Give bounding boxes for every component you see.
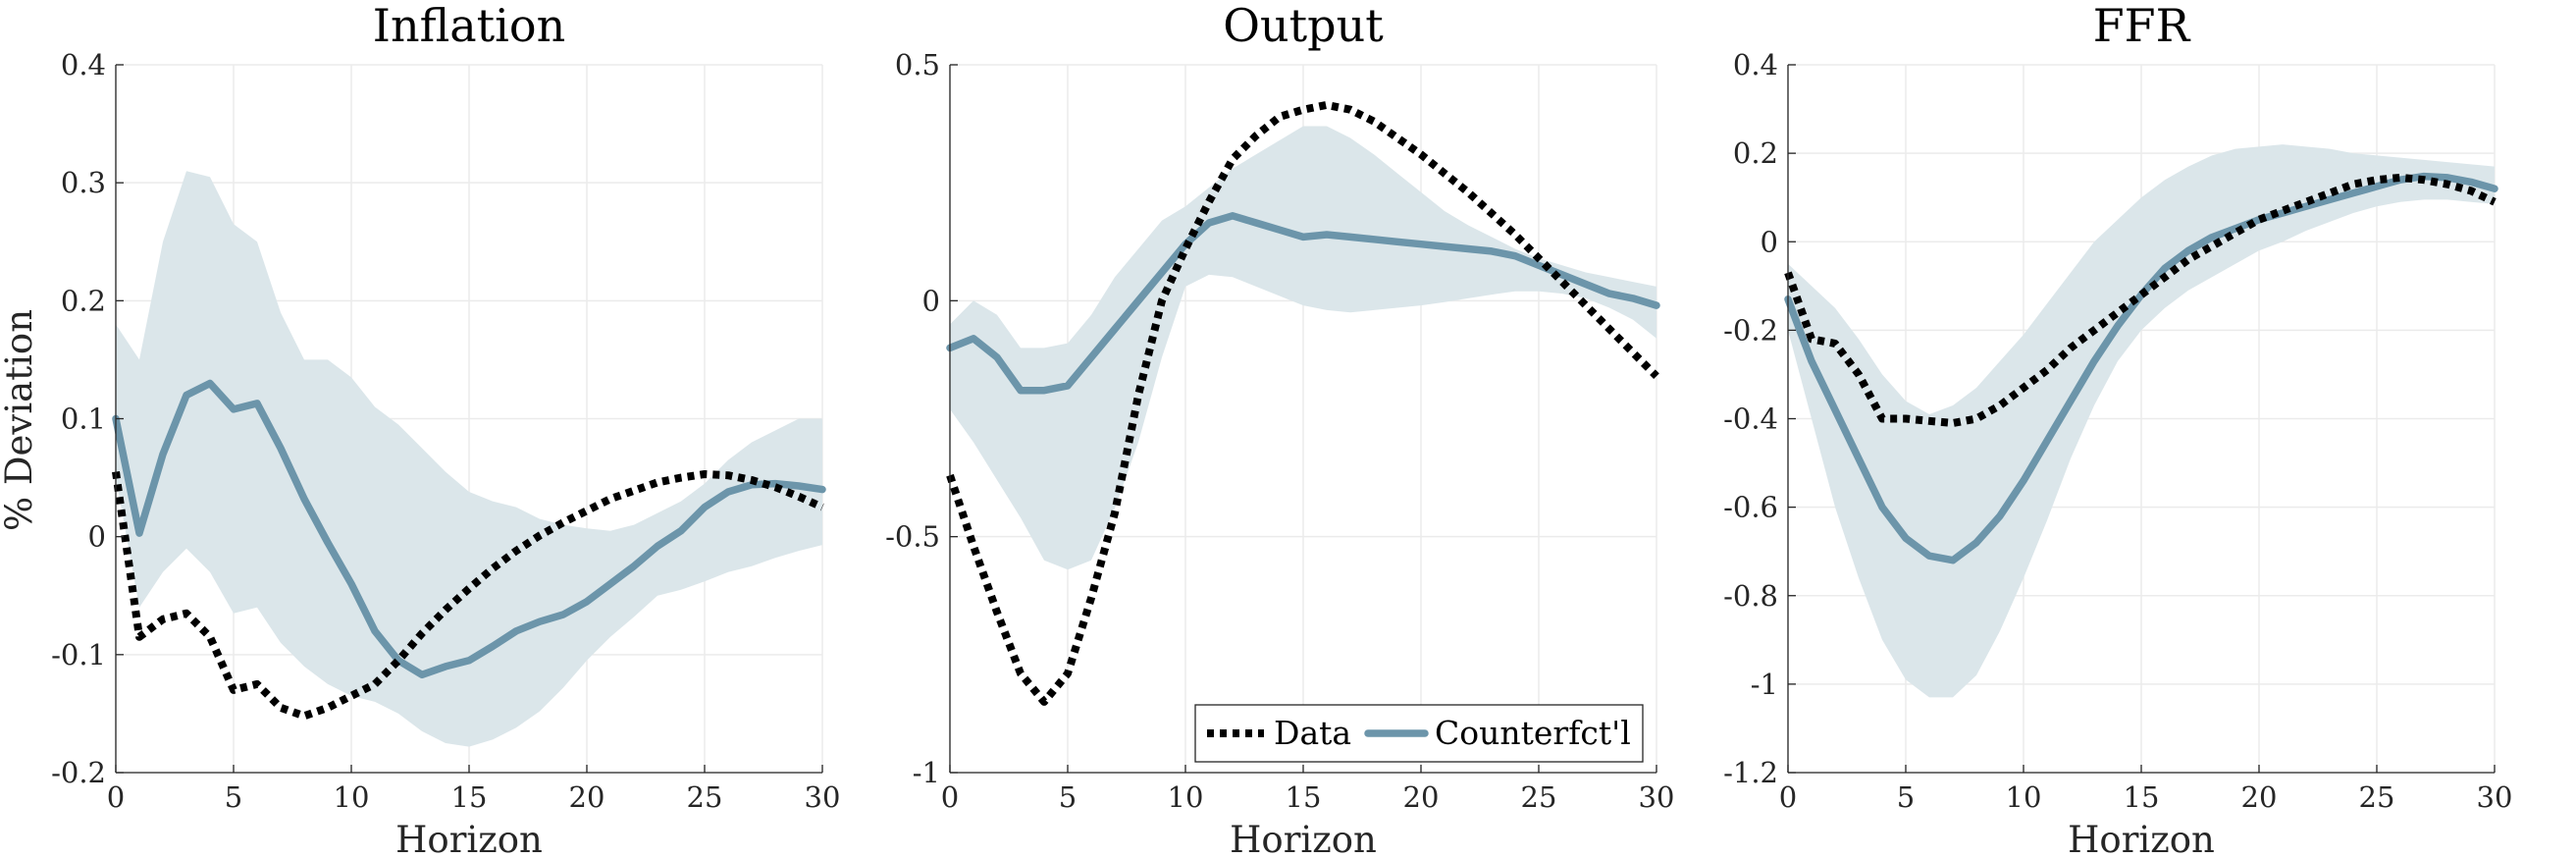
output-xtick-label-3: 15 xyxy=(1286,780,1322,814)
inflation-title: Inflation xyxy=(373,0,565,52)
inflation-xtick-label-0: 0 xyxy=(107,780,125,814)
ffr-ytick-label-5: -0.2 xyxy=(1723,313,1778,347)
output-xtick-label-5: 25 xyxy=(1521,780,1557,814)
ffr-ytick-label-1: -1 xyxy=(1751,668,1778,701)
ffr-xtick-label-1: 5 xyxy=(1897,780,1915,814)
output-xtick-label-2: 10 xyxy=(1168,780,1204,814)
panel-output: 0 5 10 15 20 25 30 -1 -0.5 0 0.5 Output Horizon xyxy=(885,0,1674,859)
legend-label-counterfactual: Counterfct'l xyxy=(1435,714,1631,752)
legend-label-data: Data xyxy=(1274,714,1351,752)
inflation-ytick-label-1: -0.1 xyxy=(51,638,106,671)
inflation-ytick-label-4: 0.2 xyxy=(61,284,106,317)
ffr-ytick-label-8: 0.4 xyxy=(1733,48,1778,81)
output-ytick-label-0: -1 xyxy=(913,756,940,789)
ffr-xtick-label-5: 25 xyxy=(2359,780,2395,814)
inflation-xtick-label-4: 20 xyxy=(569,780,605,814)
inflation-x-label: Horizon xyxy=(395,819,543,859)
inflation-series-counterfct-l xyxy=(112,379,826,679)
output-title: Output xyxy=(1223,0,1384,52)
inflation-xtick-label-5: 25 xyxy=(687,780,723,814)
ffr-xtick-label-6: 30 xyxy=(2477,780,2513,814)
panel-ffr: 0 5 10 15 20 25 30 -1.2 -1 -0.8 -0.6 -0.4 -0.2 0 0.2 0.… xyxy=(1723,0,2512,859)
legend: Data Counterfct'l xyxy=(1194,704,1644,763)
ffr-x-label: Horizon xyxy=(2068,819,2215,859)
inflation-xtick-label-3: 15 xyxy=(451,780,488,814)
y-axis-label: % Deviation xyxy=(0,309,40,531)
ffr-xtick-label-0: 0 xyxy=(1779,780,1797,814)
ffr-ytick-label-7: 0.2 xyxy=(1733,136,1778,170)
ffr-xtick-label-2: 10 xyxy=(2006,780,2042,814)
output-ytick-label-3: 0.5 xyxy=(895,48,940,81)
output-confidence-band xyxy=(950,126,1656,570)
inflation-ytick-label-0: -0.2 xyxy=(51,756,106,789)
ffr-xtick-label-3: 15 xyxy=(2124,780,2160,814)
inflation-xtick-label-6: 30 xyxy=(805,780,841,814)
ffr-title: FFR xyxy=(2093,0,2191,52)
inflation-ytick-label-3: 0.1 xyxy=(61,403,106,436)
inflation-ytick-label-6: 0.4 xyxy=(61,48,106,81)
inflation-confidence-band xyxy=(116,171,822,747)
output-xtick-label-1: 5 xyxy=(1059,780,1077,814)
ffr-series-data xyxy=(1784,173,2497,427)
output-ytick-label-1: -0.5 xyxy=(885,520,940,554)
ffr-ytick-label-6: 0 xyxy=(1761,225,1778,258)
inflation-series-data xyxy=(112,470,824,721)
ffr-ytick-label-4: -0.4 xyxy=(1723,403,1778,436)
output-x-label: Horizon xyxy=(1230,819,1377,859)
ffr-ytick-label-3: -0.6 xyxy=(1723,491,1778,524)
output-series-counterfct-l xyxy=(946,212,1660,395)
output-xtick-label-6: 30 xyxy=(1639,780,1675,814)
ffr-confidence-band xyxy=(1788,144,2495,698)
output-xtick-label-0: 0 xyxy=(941,780,959,814)
inflation-ytick-label-2: 0 xyxy=(88,520,106,554)
inflation-xtick-label-1: 5 xyxy=(225,780,242,814)
output-series-data xyxy=(946,100,1659,706)
output-ytick-label-2: 0 xyxy=(922,284,940,317)
panel-inflation: 0 5 10 15 20 25 30 -0.2 -0.1 0 0.1 0.2 0.3 0.4 Inflati… xyxy=(51,0,840,859)
ffr-ytick-label-2: -0.8 xyxy=(1723,579,1778,613)
inflation-xtick-label-2: 10 xyxy=(334,780,370,814)
ffr-xtick-label-4: 20 xyxy=(2241,780,2278,814)
ffr-ytick-label-0: -1.2 xyxy=(1723,756,1778,789)
output-xtick-label-4: 20 xyxy=(1403,780,1440,814)
inflation-ytick-label-5: 0.3 xyxy=(61,166,106,199)
